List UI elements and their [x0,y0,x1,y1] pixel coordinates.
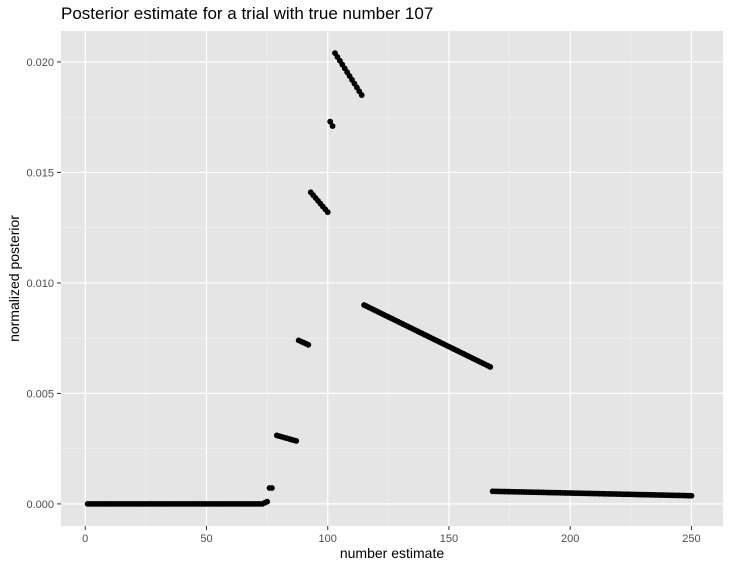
y-tick-label: 0.020 [26,57,54,69]
y-axis: 0.000 0.005 0.010 0.015 0.020 [26,57,61,511]
data-point [269,485,275,491]
x-tick-label: 250 [682,533,700,545]
data-point [305,341,312,348]
data-point [327,118,334,125]
x-tick-label: 150 [440,533,458,545]
y-tick-label: 0.010 [26,278,54,290]
data-point [487,363,494,370]
x-tick-label: 0 [82,533,88,545]
chart-title: Posterior estimate for a trial with true… [61,4,434,23]
x-tick-label: 100 [319,533,337,545]
data-point [358,92,365,98]
x-tick-label: 200 [561,533,579,545]
data-point [329,123,336,129]
y-tick-label: 0.015 [26,167,54,179]
data-point [688,492,695,499]
data-point [293,438,300,444]
x-axis-title: number estimate [340,545,444,561]
x-tick-label: 50 [200,533,212,545]
plot-panel [61,31,723,526]
data-point [324,209,331,216]
y-axis-title: normalized posterior [6,215,22,342]
grid-minor [61,31,723,526]
data-point [264,498,271,505]
y-tick-label: 0.005 [26,388,54,400]
y-tick-label: 0.000 [26,499,54,511]
data-points [84,50,695,507]
x-axis: 0 50 100 150 200 250 [82,526,701,545]
grid-major [61,31,723,526]
